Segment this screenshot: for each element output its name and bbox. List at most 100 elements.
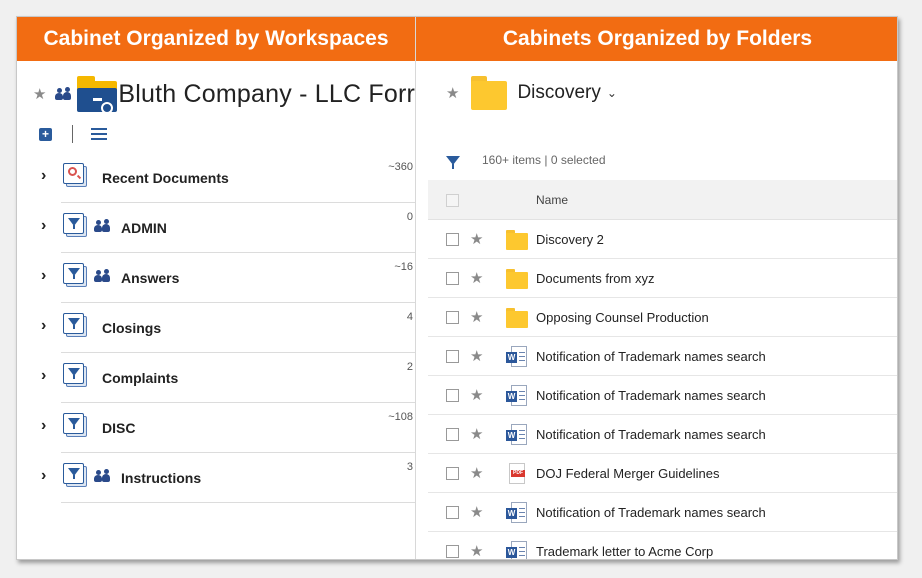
favorite-star-icon[interactable]: ★	[470, 270, 484, 287]
filter-cabinet-icon	[63, 463, 87, 487]
tree-item-label: ADMIN	[121, 220, 167, 236]
tree-item[interactable]: › Recent Documents ~360	[17, 153, 415, 203]
row-divider	[61, 302, 415, 303]
tree-item-label: Instructions	[121, 470, 202, 486]
favorite-star-icon[interactable]: ★	[470, 309, 484, 326]
add-icon[interactable]: +	[39, 127, 52, 141]
file-name[interactable]: Opposing Counsel Production	[536, 310, 709, 325]
row-checkbox[interactable]	[446, 545, 459, 558]
row-checkbox[interactable]	[446, 350, 459, 363]
row-checkbox[interactable]	[446, 233, 459, 246]
tree-item[interactable]: › ADMIN 0	[17, 203, 415, 253]
file-name[interactable]: Notification of Trademark names search	[536, 349, 766, 364]
cabinet-tree: › Recent Documents ~360 › ADMIN 0 › Answers ~16 ›…	[17, 153, 415, 503]
row-divider	[61, 452, 415, 453]
favorite-star-icon[interactable]: ★	[470, 504, 484, 521]
favorite-star-icon[interactable]: ★	[470, 231, 484, 248]
select-all-checkbox[interactable]	[446, 194, 459, 207]
filter-cabinet-icon	[63, 413, 87, 437]
chevron-right-icon[interactable]: ›	[41, 367, 47, 384]
tree-item[interactable]: › Instructions 3	[17, 453, 415, 503]
row-checkbox[interactable]	[446, 467, 459, 480]
word-file-icon: W	[506, 502, 528, 524]
table-row[interactable]: ★ W Notification of Trademark names search	[428, 493, 897, 532]
table-row[interactable]: ★ W Notification of Trademark names search	[428, 376, 897, 415]
shared-group-icon	[93, 219, 111, 232]
favorite-star-icon[interactable]: ★	[470, 543, 484, 560]
table-row[interactable]: ★ Discovery 2	[428, 220, 897, 259]
file-name[interactable]: Discovery 2	[536, 232, 604, 247]
workspace-title-row: ★ Bluth Company - LLC Forr	[17, 71, 415, 117]
column-header-name[interactable]: Name	[536, 193, 569, 207]
favorite-star-icon[interactable]: ★	[470, 426, 484, 443]
file-name[interactable]: Documents from xyz	[536, 271, 655, 286]
tree-item[interactable]: › Answers ~16	[17, 253, 415, 303]
tree-item-label: Closings	[102, 320, 162, 336]
tree-item-label: Answers	[121, 270, 180, 286]
table-row[interactable]: ★ Documents from xyz	[428, 259, 897, 298]
row-divider	[61, 202, 415, 203]
favorite-star-icon[interactable]: ★	[470, 465, 484, 482]
table-row[interactable]: ★ PDF DOJ Federal Merger Guidelines	[428, 454, 897, 493]
workspace-toolbar: +	[39, 123, 107, 145]
chevron-right-icon[interactable]: ›	[41, 417, 47, 434]
chevron-right-icon[interactable]: ›	[41, 467, 47, 484]
pdf-file-icon: PDF	[506, 463, 528, 485]
word-file-icon: W	[506, 385, 528, 407]
favorite-star-icon[interactable]: ★	[470, 387, 484, 404]
word-file-icon: W	[506, 541, 528, 559]
tree-item[interactable]: › Complaints 2	[17, 353, 415, 403]
tree-item[interactable]: › DISC ~108	[17, 403, 415, 453]
favorite-star-icon[interactable]: ★	[33, 85, 47, 103]
row-checkbox[interactable]	[446, 311, 459, 324]
table-row[interactable]: ★ W Notification of Trademark names search	[428, 415, 897, 454]
right-caption: Cabinets Organized by Folders	[416, 17, 897, 61]
pane-divider	[415, 17, 416, 559]
tree-item-count: ~16	[394, 261, 413, 273]
table-row[interactable]: ★ W Trademark letter to Acme Corp	[428, 532, 897, 560]
folder-title[interactable]: Discovery	[517, 82, 601, 103]
file-name[interactable]: Trademark letter to Acme Corp	[536, 544, 714, 559]
chevron-right-icon[interactable]: ›	[41, 317, 47, 334]
row-divider	[61, 352, 415, 353]
tree-item-count: 0	[406, 211, 413, 223]
chevron-down-icon[interactable]: ⌄	[606, 86, 617, 100]
file-name[interactable]: Notification of Trademark names search	[536, 427, 766, 442]
tree-item-label: Complaints	[102, 370, 179, 386]
row-checkbox[interactable]	[446, 389, 459, 402]
chevron-right-icon[interactable]: ›	[41, 217, 47, 234]
row-checkbox[interactable]	[446, 506, 459, 519]
workspace-folder-icon	[76, 76, 117, 114]
row-divider	[61, 502, 415, 503]
tree-item-count: 2	[406, 361, 413, 373]
shared-group-icon	[93, 469, 111, 482]
row-checkbox[interactable]	[446, 428, 459, 441]
file-name[interactable]: Notification of Trademark names search	[536, 388, 766, 403]
folder-icon	[506, 307, 528, 329]
workspace-pane: ★ Bluth Company - LLC Forr + › Recent Doc…	[17, 61, 415, 559]
filter-cabinet-icon	[63, 363, 87, 387]
word-file-icon: W	[506, 424, 528, 446]
table-row[interactable]: ★ W Notification of Trademark names search	[428, 337, 897, 376]
tree-item[interactable]: › Closings 4	[17, 303, 415, 353]
file-name[interactable]: DOJ Federal Merger Guidelines	[536, 466, 720, 481]
row-checkbox[interactable]	[446, 272, 459, 285]
recent-search-icon	[63, 163, 87, 187]
chevron-right-icon[interactable]: ›	[41, 267, 47, 284]
favorite-star-icon[interactable]: ★	[470, 348, 484, 365]
table-row[interactable]: ★ Opposing Counsel Production	[428, 298, 897, 337]
row-divider	[61, 402, 415, 403]
filter-icon[interactable]	[446, 155, 460, 169]
file-name[interactable]: Notification of Trademark names search	[536, 505, 766, 520]
chevron-right-icon[interactable]: ›	[41, 167, 47, 184]
shared-group-icon	[54, 87, 72, 100]
list-view-icon[interactable]	[91, 128, 107, 140]
file-grid: Name ★ Discovery 2 ★ Documents from xyz ★ Opp…	[428, 180, 897, 560]
folder-icon	[471, 76, 508, 110]
favorite-star-icon[interactable]: ★	[446, 84, 460, 102]
tree-item-count: ~360	[388, 161, 413, 173]
screenshot-frame: Cabinet Organized by Workspaces Cabinets…	[16, 16, 898, 560]
folder-title-row: ★ Discovery ⌄	[446, 73, 617, 113]
filter-cabinet-icon	[63, 263, 87, 287]
item-count: 160+ items | 0 selected	[482, 153, 606, 167]
